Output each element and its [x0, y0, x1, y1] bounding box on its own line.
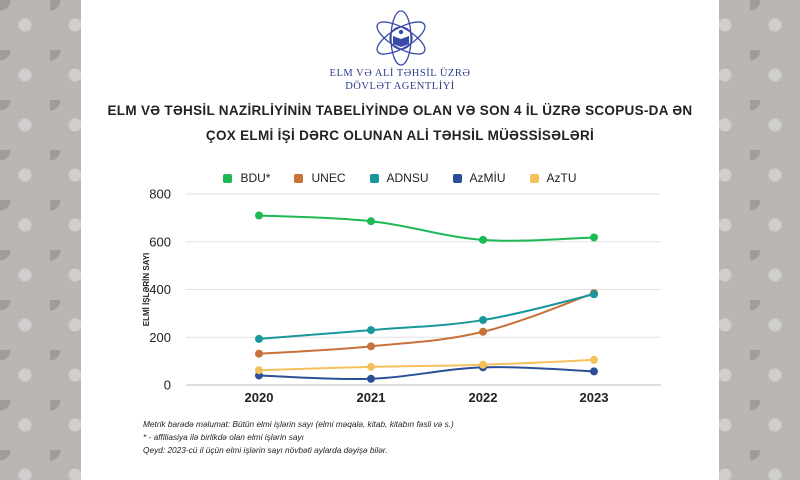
data-point	[367, 217, 375, 226]
data-point	[255, 211, 263, 220]
footnotes: Metrik barədə məlumat: Bütün elmi işləri…	[143, 418, 454, 457]
x-tick-label: 2022	[469, 390, 498, 405]
legend-label: ADNSU	[386, 171, 429, 185]
x-tick-label: 2021	[357, 390, 386, 405]
legend-item: BDU*	[223, 171, 270, 185]
y-axis-label: ELMİ İŞLƏRİN SAYI	[142, 253, 151, 327]
series-line-3	[258, 366, 595, 381]
legend-swatch	[529, 173, 539, 183]
series-line-2	[258, 293, 595, 340]
chart-legend: BDU* UNEC ADNSU AzMİU AzTU	[81, 171, 719, 185]
chart-title-line1: ELM VƏ TƏHSİL NAZİRLİYİNİN TABELİYİNDƏ O…	[107, 103, 693, 118]
y-tick-label: 0	[164, 378, 171, 393]
legend-item: UNEC	[294, 171, 346, 185]
legend-label: AzTU	[546, 171, 577, 185]
y-tick-label: 200	[149, 330, 171, 345]
data-point	[590, 367, 598, 376]
legend-item: AzTU	[529, 171, 577, 185]
y-tick-label: 600	[149, 234, 171, 249]
agency-name-line2: DÖVLƏT AGENTLİYİ	[345, 81, 455, 92]
infographic-card: ELM VƏ ALİ TƏHSİL ÜZRƏ DÖVLƏT AGENTLİYİ …	[81, 0, 719, 480]
legend-item: ADNSU	[369, 171, 429, 185]
x-tick-label: 2020	[245, 390, 274, 405]
data-point	[367, 342, 375, 351]
data-point	[590, 290, 598, 299]
data-point	[255, 334, 263, 343]
x-tick-label: 2023	[580, 390, 609, 405]
footnote-affiliation: * - affiliasiya ilə birlikdə olan elmi i…	[143, 432, 304, 442]
series-line-4	[258, 358, 595, 372]
legend-label: BDU*	[240, 171, 271, 185]
data-point	[479, 327, 487, 336]
line-chart: 0 200 400 600 800 2020 2021 2022 2023 ELMİ İŞLƏRİ…	[142, 187, 661, 405]
agency-logo-icon	[376, 10, 426, 66]
data-point	[590, 233, 598, 242]
footnote-remark: Qeyd: 2023-cü il üçün elmi işlərin sayı …	[143, 445, 388, 455]
data-point	[479, 360, 487, 369]
data-point	[367, 362, 375, 371]
agency-name-line1: ELM VƏ ALİ TƏHSİL ÜZRƏ	[329, 68, 471, 79]
legend-label: UNEC	[311, 171, 346, 185]
legend-item: AzMİU	[452, 171, 506, 185]
legend-swatch	[294, 173, 304, 183]
series-line-0	[258, 214, 595, 242]
data-point	[255, 349, 263, 358]
y-tick-label: 400	[149, 282, 171, 297]
data-point	[367, 326, 375, 335]
series-line-1	[258, 292, 595, 355]
legend-label: AzMİU	[469, 171, 506, 185]
chart-title-line2: ÇOX ELMİ İŞİ DƏRC OLUNAN ALİ TƏHSİL MÜƏS…	[205, 128, 595, 143]
legend-swatch	[369, 173, 379, 183]
legend-swatch	[452, 173, 462, 183]
data-point	[479, 235, 487, 244]
data-point	[590, 355, 598, 364]
footnote-metric: Metrik barədə məlumat: Bütün elmi işləri…	[143, 419, 454, 429]
data-point	[479, 316, 487, 325]
data-point	[255, 366, 263, 375]
data-point	[367, 374, 375, 383]
y-tick-label: 800	[149, 187, 171, 202]
legend-swatch	[223, 173, 233, 183]
